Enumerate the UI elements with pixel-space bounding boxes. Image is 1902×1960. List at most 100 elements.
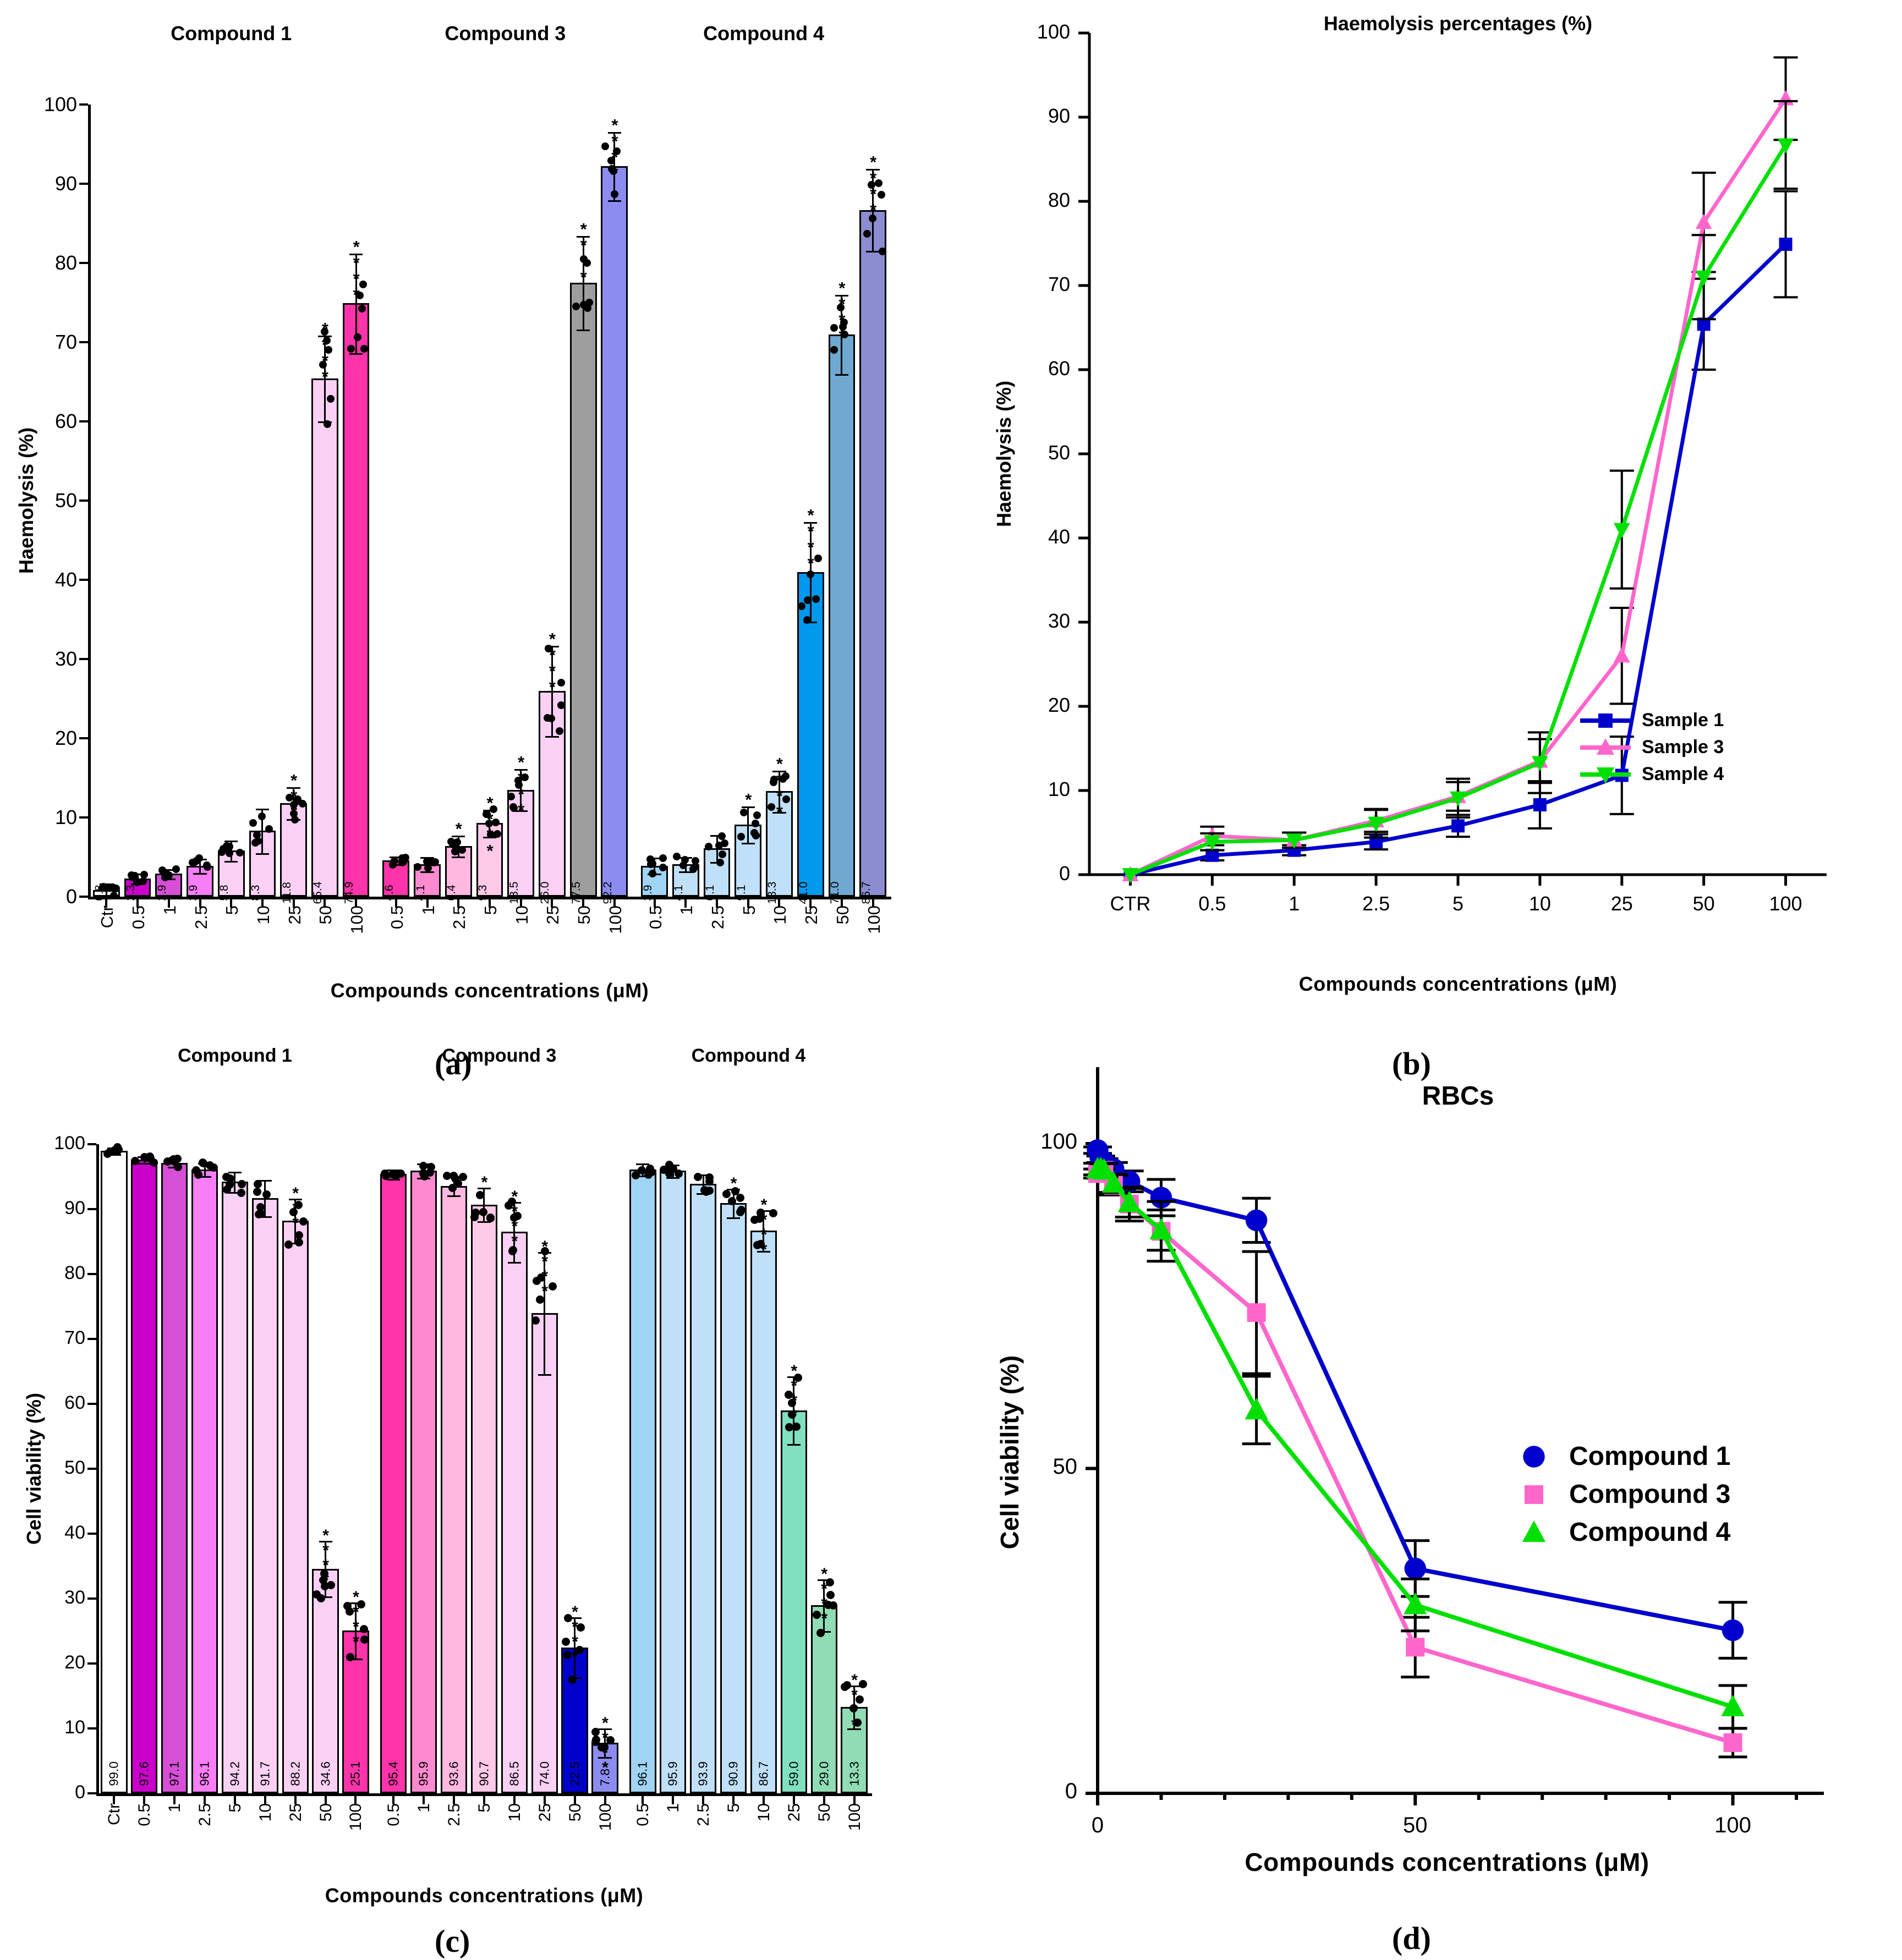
panel-c-bar[interactable]: 95.4	[380, 1174, 407, 1793]
panel-c-bar[interactable]: 97.6	[131, 1160, 158, 1793]
panel-c-x-category-label: Ctr	[105, 1803, 124, 1825]
panel-c-error-wrap	[252, 1144, 278, 1793]
panel-b-legend-item[interactable]: Sample 4	[1579, 764, 1724, 785]
panel-c-bar[interactable]: 34.6	[312, 1568, 339, 1793]
panel-c-x-tick	[792, 1793, 795, 1804]
panel-a-bar[interactable]: 86.7	[859, 210, 887, 904]
panel-c-x-category-label: 1	[166, 1803, 184, 1813]
panel-c-data-point	[632, 1171, 640, 1179]
panel-b-legend-item[interactable]: Sample 3	[1579, 737, 1724, 758]
panel-a-error-cap-top	[224, 840, 238, 842]
panel-a-data-point	[830, 324, 838, 332]
panel-a-bar[interactable]: 2.3	[124, 878, 151, 901]
panel-c-bar[interactable]: 95.9	[660, 1171, 687, 1793]
panel-a-data-point	[158, 866, 167, 875]
panel-a-y-tick	[79, 816, 88, 819]
panel-c-bar[interactable]: 99.0	[101, 1150, 128, 1793]
panel-a-error-cap-top	[607, 132, 622, 134]
panel-a-x-category-label: 1	[418, 905, 438, 915]
panel-a-bar[interactable]: 65.4	[311, 378, 338, 904]
panel-c-error-cap-top	[288, 1199, 302, 1201]
panel-a-error-wrap	[641, 105, 668, 897]
panel-c-x-tick	[294, 1793, 297, 1804]
panel-c-bar[interactable]: 74.0	[531, 1313, 558, 1793]
panel-a-bar[interactable]: 92.2	[601, 166, 628, 904]
panel-a-x-axis-title: Compounds concentrations (μM)	[330, 979, 649, 1002]
panel-d-legend-label: Compound 3	[1569, 1480, 1731, 1509]
panel-c-x-category-label: 100	[845, 1803, 864, 1831]
panel-d-legend-item[interactable]: Compound 1	[1508, 1441, 1730, 1472]
panel-c-bar[interactable]: 86.5	[501, 1232, 528, 1793]
panel-a-x-category-label: 2.5	[191, 905, 211, 930]
panel-c-data-point	[644, 1171, 653, 1179]
panel-c-data-point	[320, 1569, 328, 1578]
panel-a-data-point	[222, 842, 231, 850]
panel-c-bar[interactable]: 93.6	[440, 1185, 468, 1793]
panel-a-data-point	[803, 616, 812, 624]
panel-b-chart-title: Haemolysis percentages (%)	[1323, 12, 1593, 35]
panel-a-group-header: Compound 4	[703, 22, 825, 45]
panel-c-x-tick	[762, 1793, 765, 1804]
panel-a-data-point	[690, 863, 699, 871]
panel-a-data-point	[482, 810, 490, 818]
panel-c-error-bar	[325, 1540, 327, 1597]
panel-c-error-bar	[793, 1376, 795, 1445]
panel-c-bar[interactable]: 59.0	[780, 1410, 807, 1793]
panel-d-legend-item[interactable]: Compound 4	[1508, 1517, 1730, 1547]
panel-b-legend-swatch-triangle-up-icon	[1580, 738, 1631, 755]
panel-d-series-marker	[1721, 1694, 1745, 1716]
panel-a-bar[interactable]: 77.5	[569, 283, 597, 904]
panel-c-bar[interactable]: 86.7	[750, 1230, 777, 1793]
panel-c-bar[interactable]: 97.1	[161, 1163, 188, 1793]
panel-a-data-point	[672, 853, 681, 861]
panel-c-bar[interactable]: 29.0	[810, 1605, 837, 1793]
panel-c-bar[interactable]: 96.1	[629, 1170, 656, 1793]
panel-c-bar[interactable]: 95.9	[410, 1171, 437, 1793]
panel-c-bar[interactable]: 93.9	[690, 1183, 717, 1793]
panel-c-bar[interactable]: 88.2	[282, 1221, 309, 1793]
panel-c-data-point	[731, 1187, 740, 1195]
panel-c-data-point	[705, 1177, 714, 1185]
panel-a-error-cap-top	[452, 836, 465, 838]
panel-c-data-point	[262, 1190, 271, 1199]
panel-c-significance-marker: *	[475, 1173, 494, 1189]
panel-a-data-point	[108, 883, 117, 891]
panel-a-data-point	[679, 861, 688, 870]
panel-a-data-point	[737, 832, 745, 841]
panel-c-error-bar	[234, 1171, 236, 1193]
panel-c-y-tick-label: 100	[54, 1133, 85, 1154]
panel-a-bar[interactable]: 71.0	[828, 334, 856, 904]
panel-c-y-tick-label: 40	[64, 1522, 85, 1543]
panel-b-x-tick-label: CTR	[1110, 892, 1151, 915]
panel-c-bar[interactable]: 91.7	[251, 1198, 278, 1793]
panel-a-data-point	[492, 819, 500, 827]
panel-b-series-marker	[1779, 238, 1793, 251]
panel-a-error-cap-top	[545, 645, 559, 647]
panel-c-data-point	[784, 1391, 793, 1399]
panel-a-x-category-label: 2.5	[450, 905, 469, 930]
panel-c-bar[interactable]: 96.1	[191, 1170, 218, 1793]
panel-a-error-cap-bottom	[349, 353, 363, 355]
panel-c-bar[interactable]: 13.3	[841, 1707, 868, 1793]
panel-d-legend-item[interactable]: Compound 3	[1508, 1479, 1730, 1509]
panel-c-bar[interactable]: 94.2	[221, 1182, 249, 1793]
panel-a-x-tick	[747, 897, 749, 908]
panel-c-error-cap-bottom	[636, 1175, 650, 1177]
panel-c-bar[interactable]: 90.9	[720, 1203, 747, 1793]
panel-b-haemolysis-lines: 0 10 20 30 40 50 60 70 80 90 100 CTR 0.5 1 2.5 5 10 25 50 1…	[952, 0, 1902, 1081]
panel-c-data-point	[540, 1247, 549, 1256]
panel-a-x-category-label: 25	[543, 905, 563, 925]
panel-b-legend-item[interactable]: Sample 1	[1579, 710, 1724, 731]
panel-c-data-point	[535, 1295, 544, 1304]
panel-a-data-point	[875, 179, 883, 187]
panel-c-bar[interactable]: 90.7	[470, 1204, 498, 1793]
panel-c-significance-marker: ****	[347, 1588, 365, 1648]
panel-a-data-point	[326, 395, 335, 403]
panel-c-data-point	[829, 1601, 838, 1610]
panel-d-series-marker	[1092, 1158, 1116, 1180]
panel-c-y-tick	[87, 1792, 96, 1794]
panel-a-bar[interactable]: 41.0	[797, 572, 824, 904]
panel-b-y-tick-label: 50	[1048, 441, 1070, 464]
panel-a-bar[interactable]: 74.9	[342, 303, 370, 904]
panel-a-y-axis-title: Haemolysis (%)	[15, 427, 37, 574]
